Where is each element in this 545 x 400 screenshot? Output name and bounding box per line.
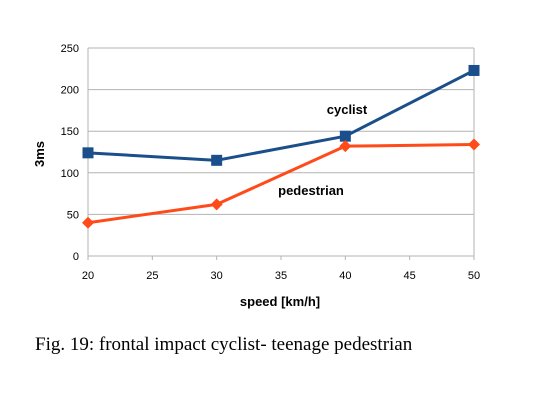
pedestrian-point [339, 140, 352, 153]
y-tick-label: 150 [61, 126, 79, 138]
x-tick-label: 35 [275, 270, 287, 282]
tick-labels: 0 50 100 150 200 250 20 25 30 35 40 45 50 cyclist pede… [61, 43, 480, 282]
y-tick-label: 50 [67, 209, 79, 221]
x-tick-label: 20 [82, 270, 94, 282]
pedestrian-series-label: pedestrian [278, 183, 344, 198]
x-tick-label: 45 [404, 270, 416, 282]
y-tick-label: 100 [61, 168, 79, 180]
cyclist-point [211, 154, 223, 166]
y-tick-label: 250 [61, 43, 79, 55]
pedestrian-point [468, 138, 480, 151]
y-tick-label: 200 [61, 85, 79, 97]
y-axis-title: 3ms [32, 141, 47, 167]
gridlines [88, 47, 474, 257]
x-axis-title: speed [km/h] [240, 294, 320, 309]
cyclist-line [87, 69, 475, 162]
y-tick-label: 0 [73, 251, 79, 263]
cyclist-point [468, 64, 480, 76]
x-tick-label: 30 [211, 270, 223, 282]
cyclist-point [339, 130, 351, 142]
figure-caption: Fig. 19: frontal impact cyclist- teenage… [35, 334, 413, 355]
cyclist-series-label: cyclist [327, 102, 368, 117]
axes [87, 48, 475, 260]
x-tick-label: 50 [468, 270, 480, 282]
series-lines [82, 64, 480, 229]
x-tick-label: 25 [146, 270, 158, 282]
pedestrian-point [82, 216, 94, 229]
pedestrian-line [87, 143, 475, 225]
cyclist-point [82, 147, 94, 159]
x-tick-label: 40 [339, 270, 351, 282]
line-chart: 0 50 100 150 200 250 20 25 30 35 40 45 50 cyclist pede… [32, 43, 480, 309]
pedestrian-point [210, 198, 223, 211]
